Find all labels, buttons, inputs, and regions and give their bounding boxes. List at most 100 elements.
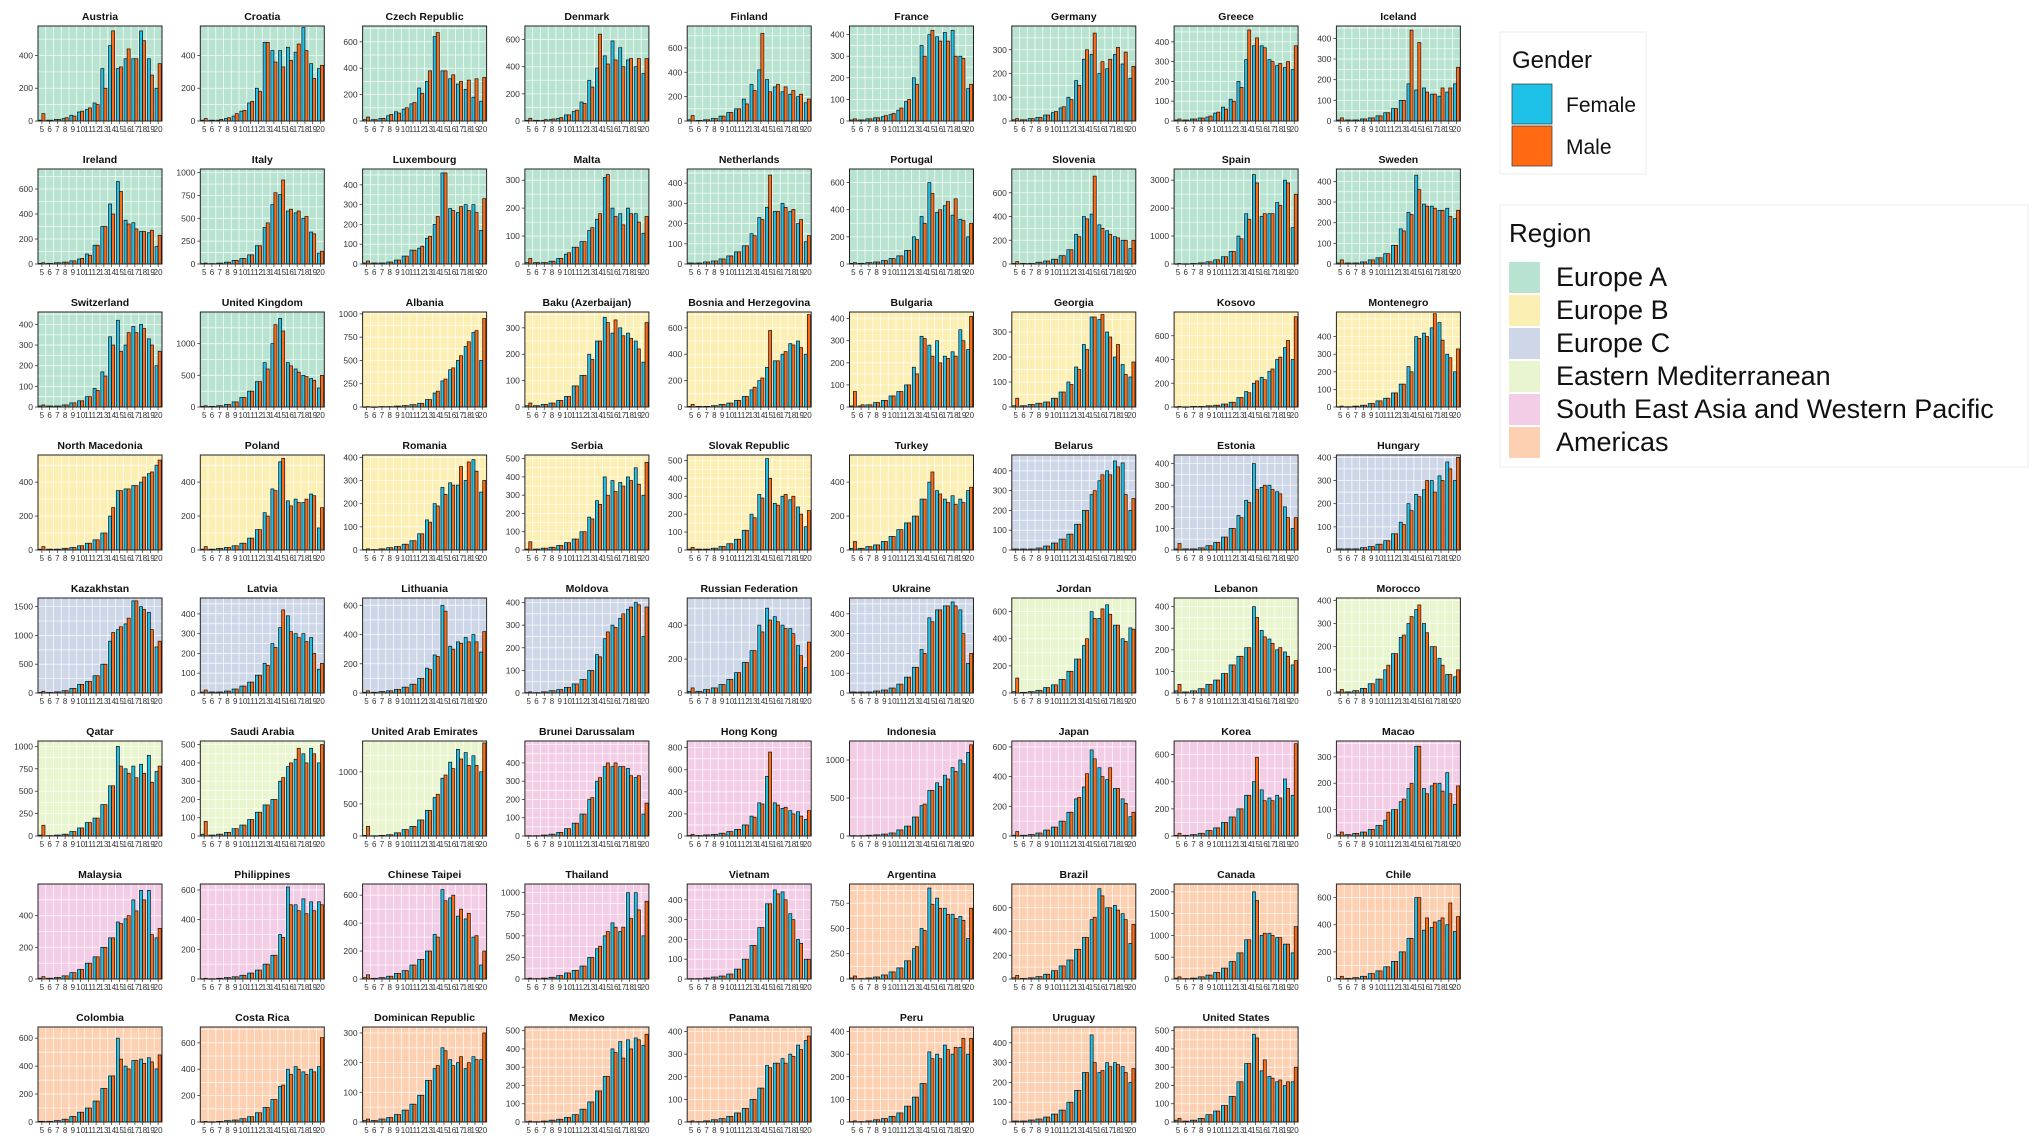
x-tick-label: 8 — [1037, 697, 1042, 706]
bar-female — [549, 403, 552, 407]
bar-male — [282, 67, 285, 121]
bar-male — [112, 508, 115, 550]
bar-male — [784, 352, 787, 407]
bar-male — [1449, 674, 1452, 693]
panel-title: Albania — [406, 297, 444, 309]
bar-male — [583, 679, 586, 693]
bar-male — [135, 486, 138, 550]
bar-male — [305, 499, 308, 550]
x-tick-label: 8 — [550, 268, 555, 277]
bar-female — [109, 337, 112, 407]
y-tick-label: 0 — [191, 831, 196, 841]
bar-male — [135, 333, 138, 407]
x-tick-label: 9 — [395, 840, 400, 849]
bar-male — [591, 228, 594, 264]
y-tick-label: 1000 — [1150, 231, 1169, 241]
panel-title: Qatar — [86, 726, 113, 738]
x-tick-label: 7 — [867, 268, 872, 277]
bar-male — [645, 607, 648, 693]
bar-female — [116, 491, 119, 550]
bar-female — [394, 112, 397, 121]
y-tick-label: 0 — [353, 688, 358, 698]
y-tick-label: 300 — [1317, 197, 1331, 207]
bar-male — [266, 805, 269, 836]
x-tick-label: 6 — [372, 554, 377, 563]
bar-male — [939, 210, 942, 264]
panel-title: Latvia — [247, 583, 278, 595]
x-tick-label: 20 — [965, 411, 974, 420]
x-tick-label: 20 — [1452, 697, 1461, 706]
bar-female — [742, 396, 745, 407]
bar-male — [792, 496, 795, 550]
bar-female — [425, 668, 428, 693]
bar-female — [1260, 377, 1263, 407]
bar-female — [240, 543, 243, 550]
bar-male — [81, 684, 84, 693]
bar-female — [155, 247, 158, 265]
bar-female — [557, 400, 560, 407]
bar-male — [1224, 109, 1227, 121]
panel-title: Montenegro — [1368, 297, 1428, 309]
x-tick-label: 7 — [1191, 411, 1196, 420]
bar-male — [1062, 107, 1065, 121]
x-tick-label: 9 — [1207, 554, 1212, 563]
bar-male — [143, 477, 146, 550]
x-tick-label: 8 — [874, 268, 879, 277]
y-tick-label: 200 — [181, 794, 195, 804]
x-tick-label: 7 — [1191, 125, 1196, 134]
y-tick-label: 100 — [506, 231, 520, 241]
bar-male — [313, 496, 316, 550]
bar-female — [124, 489, 127, 550]
x-tick-label: 9 — [1369, 554, 1374, 563]
y-tick-label: 200 — [181, 648, 195, 658]
bar-female — [93, 818, 96, 836]
bar-female — [263, 227, 266, 264]
bar-male — [320, 251, 323, 264]
bar-female — [626, 208, 629, 264]
x-tick-label: 8 — [63, 840, 68, 849]
bar-female — [773, 617, 776, 693]
x-tick-label: 5 — [364, 840, 369, 849]
bar-female — [433, 393, 436, 407]
bar-female — [967, 663, 970, 693]
bar-male — [606, 64, 609, 121]
bar-female — [1113, 55, 1116, 122]
y-tick-label: 600 — [19, 184, 33, 194]
x-tick-label: 5 — [1338, 411, 1343, 420]
bar-male — [1248, 219, 1251, 264]
bar-male — [436, 506, 439, 550]
bar-male — [1240, 398, 1243, 408]
bar-male — [614, 217, 617, 265]
bar-male — [583, 375, 586, 407]
bar-male — [313, 78, 316, 121]
bar-male — [421, 403, 424, 407]
y-tick-label: 400 — [993, 634, 1007, 644]
bar-male — [421, 246, 424, 264]
bar-male — [591, 798, 594, 836]
x-tick-label: 5 — [40, 840, 45, 849]
x-tick-label: 5 — [1013, 554, 1018, 563]
y-tick-label: 100 — [19, 381, 33, 391]
bar-male — [800, 514, 803, 550]
bar-male — [1217, 260, 1220, 264]
bar-male — [1418, 43, 1421, 121]
bar-female — [480, 230, 483, 264]
bar-female — [286, 501, 289, 550]
x-tick-label: 20 — [803, 554, 812, 563]
bar-female — [472, 460, 475, 550]
x-tick-label: 7 — [380, 697, 385, 706]
bar-male — [1116, 47, 1119, 121]
bar-female — [286, 211, 289, 264]
bar-male — [1070, 385, 1073, 408]
bar-female — [410, 541, 413, 550]
bar-male — [251, 101, 254, 121]
bar-female — [765, 459, 768, 550]
bar-female — [109, 204, 112, 264]
x-tick-label: 7 — [1354, 697, 1359, 706]
x-tick-label: 6 — [210, 268, 215, 277]
bar-male — [722, 259, 725, 264]
y-tick-label: 400 — [506, 472, 520, 482]
bar-female — [781, 203, 784, 264]
y-tick-label: 0 — [677, 116, 682, 126]
